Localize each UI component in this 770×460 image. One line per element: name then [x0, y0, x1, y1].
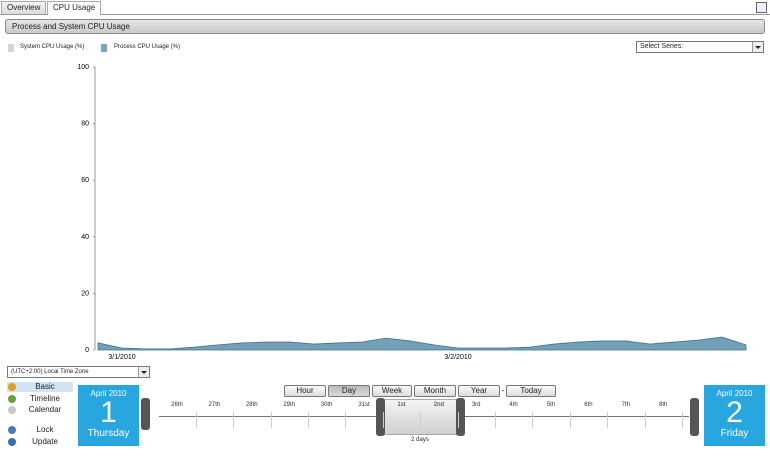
timeline-divider — [195, 412, 197, 428]
menu-icon — [8, 395, 16, 403]
month: April 2010 — [90, 389, 127, 398]
timeline-divider — [420, 412, 422, 428]
chart: 0 20 40 60 80 100 3/1/2010 3/2/2010 — [77, 64, 747, 361]
legend-entry: Process CPU Usage (%) — [114, 44, 181, 50]
timeline-divider — [307, 412, 309, 428]
select-series[interactable]: Select Series: — [636, 41, 764, 53]
dropdown-arrow — [138, 367, 149, 377]
menu-label: Basic — [35, 382, 55, 391]
menu-icon — [8, 406, 16, 414]
x-tick-label: 3/1/2010 — [108, 354, 135, 361]
button[interactable]: Hour — [284, 385, 326, 397]
timeline-handle[interactable] — [376, 398, 385, 436]
menu-item[interactable]: Calendar — [7, 405, 73, 415]
timeline-divider — [233, 412, 235, 428]
legend-swatch — [101, 44, 107, 52]
timeline-divider — [382, 412, 384, 428]
button[interactable]: Year — [458, 385, 500, 397]
timeline-selection[interactable] — [380, 399, 460, 435]
y-tick-label: 60 — [81, 177, 89, 184]
menu-label: Update — [32, 437, 58, 446]
button[interactable]: Week — [372, 385, 412, 397]
timezone-label: (UTC+2:00) Local Time Zone — [11, 369, 89, 375]
end-date[interactable]: April 2010 2 Friday — [704, 385, 765, 446]
menu-label: Timeline — [30, 394, 60, 403]
tab-border — [0, 14, 770, 15]
timeline-divider — [532, 412, 534, 428]
timeline-divider — [569, 412, 571, 428]
y-tick-label: 40 — [81, 234, 89, 241]
button[interactable]: Today — [506, 385, 556, 397]
menu-icon — [8, 383, 16, 391]
separator: - — [501, 386, 505, 395]
timeline-label: 6th — [584, 402, 593, 408]
timeline-divider — [270, 412, 272, 428]
timeline-handle[interactable] — [690, 398, 699, 436]
timeline-handle[interactable] — [141, 398, 150, 430]
timeline-divider — [345, 412, 347, 428]
timeline-divider — [494, 412, 496, 428]
weekday: Friday — [720, 428, 749, 439]
timeline-label: 30th — [320, 402, 333, 408]
menu-label: Lock — [36, 425, 54, 434]
y-tick-label: 100 — [77, 64, 89, 71]
month: April 2010 — [716, 389, 753, 398]
timeline-handle[interactable] — [456, 398, 465, 436]
timeline-divider — [607, 412, 609, 428]
y-tick-label: 20 — [81, 290, 89, 297]
legend-entry: System CPU Usage (%) — [20, 44, 85, 50]
menu-label: Calendar — [28, 405, 62, 414]
tab[interactable]: CPU Usage — [47, 1, 102, 15]
weekday: Thursday — [87, 428, 130, 439]
dropdown-arrow — [752, 42, 763, 52]
select-series-label: Select Series: — [640, 43, 684, 50]
menu-item[interactable]: Lock — [7, 425, 73, 435]
timeline-label: 31st — [358, 402, 370, 408]
timeline-label: 28th — [245, 402, 258, 408]
button[interactable]: Month — [414, 385, 456, 397]
tab-menu-button[interactable] — [756, 2, 767, 13]
timeline-divider — [457, 412, 459, 428]
y-tick-label: 0 — [85, 347, 89, 354]
timeline-divider — [681, 412, 683, 428]
legend-swatch — [8, 44, 14, 52]
button[interactable]: Day — [328, 385, 370, 397]
menu-icon — [8, 426, 16, 434]
timeline-span: 2 days — [411, 437, 429, 443]
menu-item[interactable]: Update — [7, 437, 73, 447]
menu-icon — [8, 438, 16, 446]
timeline-label: 27th — [208, 402, 221, 408]
timeline-divider — [644, 412, 646, 428]
tab[interactable]: Overview — [1, 1, 47, 14]
day: 2 — [726, 396, 743, 429]
menu-item[interactable]: Basic — [7, 382, 73, 392]
panel-title: Process and System CPU Usage — [5, 19, 765, 34]
timeline-label: 3rd — [471, 402, 481, 408]
timeline-label: 26th — [171, 402, 183, 408]
timeline-label: 29th — [283, 402, 296, 408]
timeline-label: 1st — [397, 402, 406, 408]
timeline-label: 4th — [509, 402, 518, 408]
timeline-label: 5th — [546, 402, 556, 408]
timezone-select[interactable]: (UTC+2:00) Local Time Zone — [7, 366, 150, 378]
menu-item[interactable]: Timeline — [7, 394, 73, 404]
timeline-label: 8th — [659, 402, 668, 408]
timeline-label: 7th — [621, 402, 630, 408]
timeline-label: 2nd — [433, 402, 444, 408]
day: 1 — [100, 396, 117, 429]
start-date[interactable]: April 2010 1 Thursday — [78, 385, 139, 446]
x-tick-label: 3/2/2010 — [444, 354, 471, 361]
y-tick-label: 80 — [81, 121, 89, 128]
area — [97, 336, 747, 351]
